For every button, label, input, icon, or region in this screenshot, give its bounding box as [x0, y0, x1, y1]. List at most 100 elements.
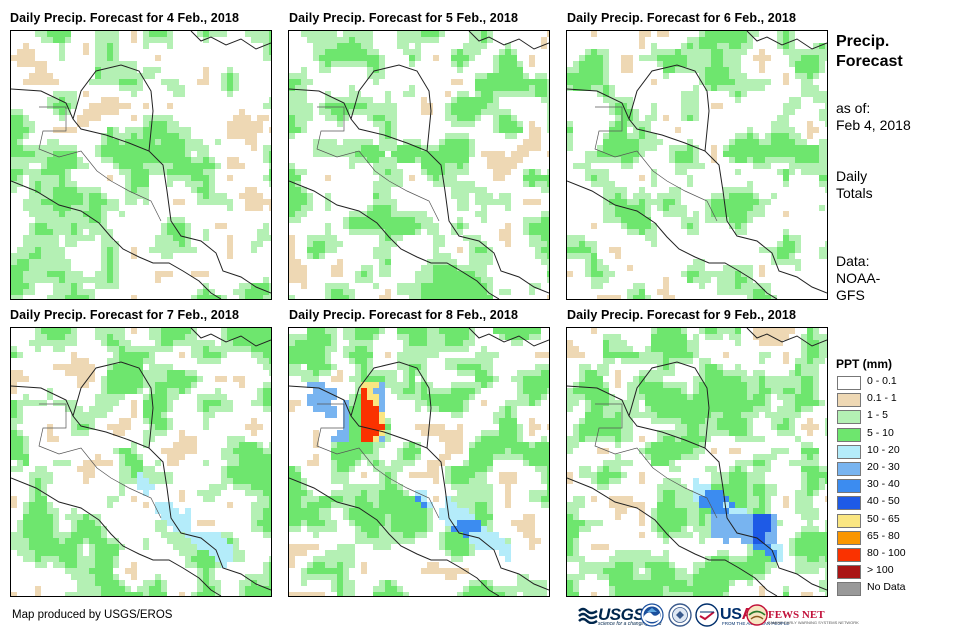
precip-cell [71, 295, 77, 299]
precip-cell [35, 544, 41, 550]
precip-cell [783, 334, 789, 340]
precip-cell [469, 370, 475, 376]
precip-cell [83, 115, 89, 121]
precip-cell [651, 199, 657, 205]
precip-cell [41, 253, 47, 259]
precip-cell [723, 73, 729, 79]
precip-cell [789, 259, 795, 265]
precip-cell [693, 334, 699, 340]
precip-cell [11, 163, 17, 169]
precip-cell [77, 586, 83, 592]
precip-cell [627, 223, 633, 229]
precip-cell [475, 43, 481, 49]
precip-cell [723, 217, 729, 223]
precip-cell [385, 145, 391, 151]
precip-cell [765, 133, 771, 139]
precip-cell [155, 271, 161, 277]
precip-cell [421, 496, 427, 502]
precip-cell [409, 496, 415, 502]
precip-cell [269, 568, 271, 574]
precip-cell [505, 400, 511, 406]
precip-cell [257, 31, 263, 37]
precip-cell [319, 145, 325, 151]
precip-cell [517, 586, 523, 592]
precip-cell [547, 460, 549, 466]
precip-cell [603, 346, 609, 352]
precip-cell [349, 43, 355, 49]
precip-cell [517, 574, 523, 580]
precip-cell [337, 436, 343, 442]
precip-cell [481, 478, 487, 484]
precip-cell [35, 229, 41, 235]
precip-cell [167, 376, 173, 382]
precip-cell [451, 289, 457, 295]
precip-cell [597, 277, 603, 283]
precip-cell [723, 49, 729, 55]
precip-cell [475, 532, 481, 538]
precip-cell [53, 328, 59, 334]
precip-cell [547, 490, 549, 496]
precip-cell [173, 526, 179, 532]
precip-cell [535, 460, 541, 466]
precip-cell [499, 169, 505, 175]
precip-cell [185, 370, 191, 376]
precip-cell [325, 205, 331, 211]
precip-cell [735, 169, 741, 175]
precip-cell [499, 454, 505, 460]
precip-cell [717, 328, 723, 334]
precip-cell [747, 199, 753, 205]
precip-cell [209, 568, 215, 574]
precip-cell [307, 193, 313, 199]
precip-cell [463, 490, 469, 496]
precip-cell [337, 454, 343, 460]
precip-cell [301, 520, 307, 526]
precip-cell [331, 265, 337, 271]
precip-cell [457, 490, 463, 496]
precip-cell [457, 79, 463, 85]
precip-cell [227, 241, 233, 247]
precip-cell [227, 67, 233, 73]
precip-cell [723, 67, 729, 73]
precip-cell [505, 127, 511, 133]
precip-cell [107, 562, 113, 568]
precip-cell [161, 592, 167, 596]
precip-cell [493, 412, 499, 418]
precip-cell [203, 151, 209, 157]
precip-cell [289, 400, 295, 406]
precip-cell [711, 85, 717, 91]
precip-cell [813, 334, 819, 340]
precip-cell [547, 484, 549, 490]
precip-cell [119, 394, 125, 400]
precip-cell [361, 229, 367, 235]
precip-cell [789, 103, 795, 109]
precip-cell [125, 454, 131, 460]
precip-cell [53, 247, 59, 253]
precip-cell [11, 157, 17, 163]
precip-cell [475, 289, 481, 295]
precip-cell [343, 289, 349, 295]
precip-cell [567, 340, 573, 346]
precip-cell [373, 442, 379, 448]
precip-cell [681, 55, 687, 61]
precip-cell [493, 352, 499, 358]
precip-cell [481, 400, 487, 406]
precip-cell [35, 472, 41, 478]
precip-cell [415, 496, 421, 502]
precip-cell [451, 328, 457, 334]
precip-cell [457, 217, 463, 223]
precip-cell [463, 328, 469, 334]
precip-cell [197, 568, 203, 574]
precip-cell [567, 121, 573, 127]
precip-cell [59, 364, 65, 370]
precip-cell [137, 169, 143, 175]
precip-cell [705, 67, 711, 73]
precip-cell [59, 295, 65, 299]
precip-cell [373, 115, 379, 121]
precip-cell [627, 121, 633, 127]
precip-cell [777, 328, 783, 334]
precip-cell [77, 121, 83, 127]
precip-cell [819, 91, 825, 97]
precip-cell [203, 556, 209, 562]
precip-cell [23, 127, 29, 133]
precip-cell [29, 544, 35, 550]
